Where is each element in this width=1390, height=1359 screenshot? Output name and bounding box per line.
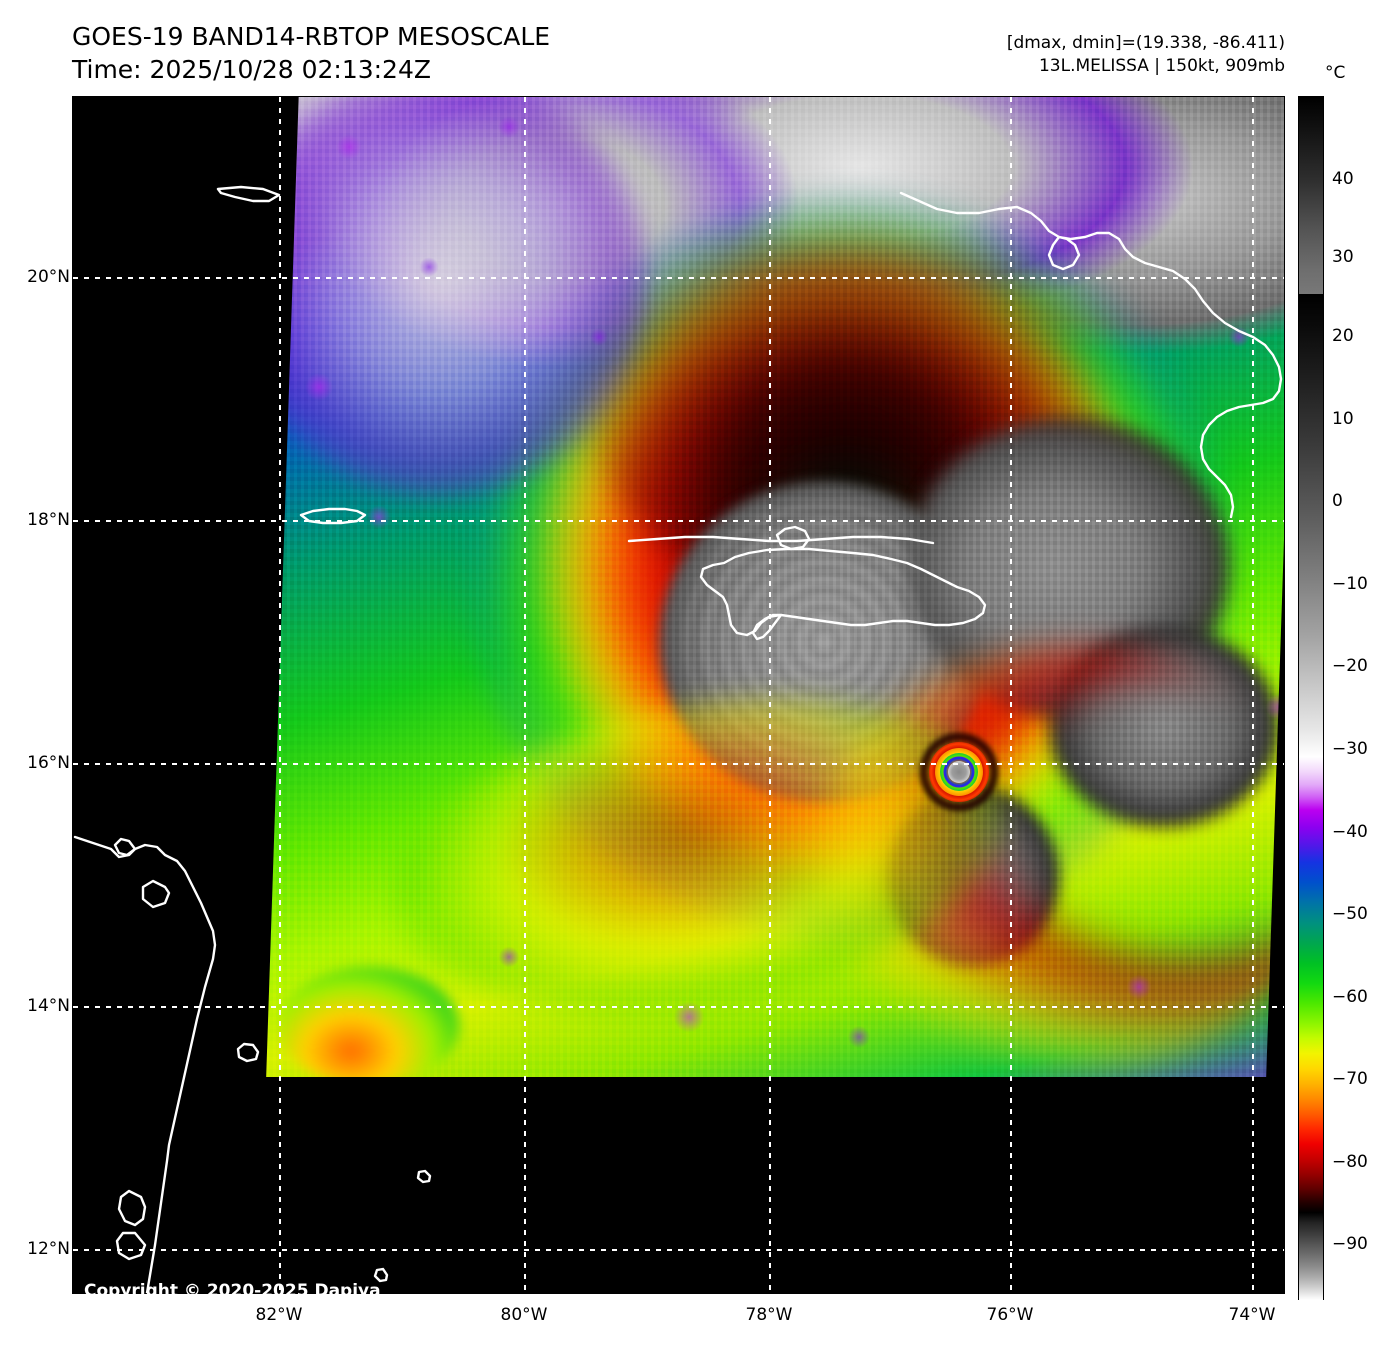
xtick-78W: 78°W bbox=[745, 1305, 793, 1325]
storm-info-label: 13L.MELISSA | 150kt, 909mb bbox=[1038, 56, 1285, 76]
colorbar-tick-n40: −40 bbox=[1332, 822, 1368, 842]
eye-clear-center bbox=[948, 761, 970, 783]
island-swan bbox=[236, 1042, 260, 1063]
time-line: Time: 2025/10/28 02:13:24Z bbox=[72, 55, 431, 84]
honduras-nicaragua-coast bbox=[73, 835, 217, 1293]
colorbar-main-ramp bbox=[1299, 294, 1323, 1300]
xtick-74W: 74°W bbox=[1228, 1305, 1276, 1325]
colorbar-tick-10: 10 bbox=[1332, 409, 1354, 429]
ytick-20N: 20°N bbox=[27, 267, 70, 287]
colorbar-tick-30: 30 bbox=[1332, 247, 1354, 267]
swath-inner bbox=[266, 97, 1284, 1077]
coast-lagoon-2 bbox=[115, 1231, 147, 1261]
colorbar-tick-n90: −90 bbox=[1332, 1234, 1368, 1254]
colorbar-tick-n80: −80 bbox=[1332, 1152, 1368, 1172]
colorbar-tick-n20: −20 bbox=[1332, 656, 1368, 676]
page-title: GOES-19 BAND14-RBTOP MESOSCALE Time: 202… bbox=[72, 20, 550, 86]
ytick-16N: 16°N bbox=[27, 753, 70, 773]
cuba-south-coast bbox=[216, 185, 281, 203]
coast-lagoon-1 bbox=[117, 1189, 147, 1227]
colorbar[interactable] bbox=[1298, 96, 1324, 1300]
xtick-80W: 80°W bbox=[500, 1305, 548, 1325]
metadata-block: [dmax, dmin]=(19.338, -86.411) 13L.MELIS… bbox=[1007, 32, 1285, 78]
copyright-notice: Copyright © 2020-2025 Dapiya bbox=[84, 1281, 381, 1301]
title-line: GOES-19 BAND14-RBTOP MESOSCALE bbox=[72, 22, 551, 51]
colorbar-tick-n30: −30 bbox=[1332, 739, 1368, 759]
colorbar-tick-n70: −70 bbox=[1332, 1069, 1368, 1089]
xtick-76W: 76°W bbox=[986, 1305, 1034, 1325]
ytick-18N: 18°N bbox=[27, 510, 70, 530]
colorbar-tick-n60: −60 bbox=[1332, 987, 1368, 1007]
island-cayman-small bbox=[416, 1169, 432, 1184]
southwest-corner-cell bbox=[279, 967, 459, 1077]
gridline-lat-12N bbox=[73, 1249, 1284, 1251]
ytick-14N: 14°N bbox=[27, 996, 70, 1016]
coast-bay-detail-1 bbox=[113, 837, 137, 857]
colorbar-tick-n10: −10 bbox=[1332, 574, 1368, 594]
colorbar-tick-n50: −50 bbox=[1332, 904, 1368, 924]
colorbar-upper-grayscale bbox=[1299, 97, 1323, 294]
ytick-12N: 12°N bbox=[27, 1239, 70, 1259]
satellite-image-plot[interactable] bbox=[72, 96, 1285, 1294]
colorbar-tick-0: 0 bbox=[1332, 491, 1343, 511]
coast-bay-detail-2 bbox=[141, 879, 171, 909]
colorbar-tick-20: 20 bbox=[1332, 326, 1354, 346]
dmax-dmin-label: [dmax, dmin]=(19.338, -86.411) bbox=[1006, 33, 1285, 53]
outer-purple-speckles bbox=[266, 97, 1284, 1077]
storm-eye bbox=[919, 732, 999, 812]
colorbar-unit-label: °C bbox=[1325, 63, 1346, 83]
xtick-82W: 82°W bbox=[255, 1305, 303, 1325]
plot-clip bbox=[73, 97, 1284, 1293]
satellite-swath bbox=[266, 97, 1284, 1077]
island-small-1 bbox=[373, 1267, 389, 1283]
colorbar-tick-40: 40 bbox=[1332, 169, 1354, 189]
